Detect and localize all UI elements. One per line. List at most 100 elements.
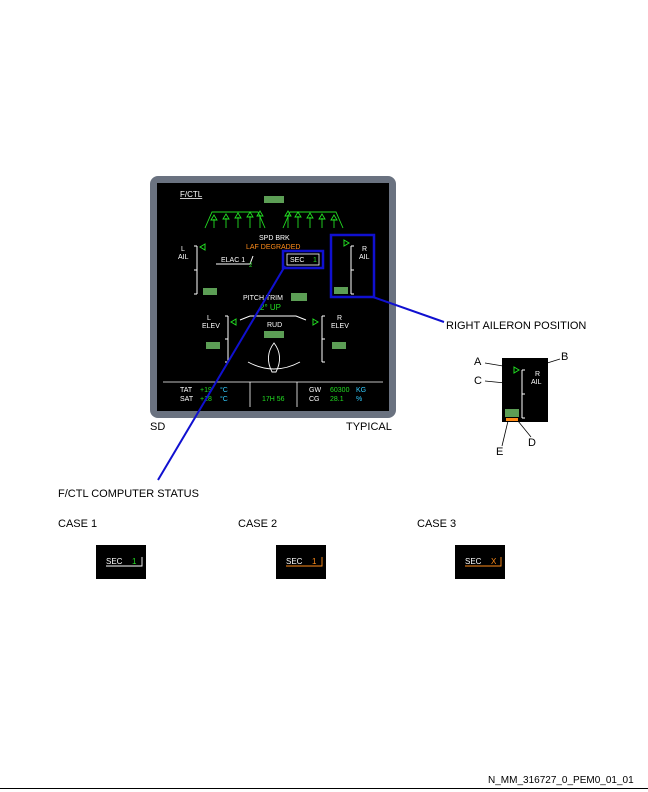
r-elevator-scale xyxy=(321,315,325,363)
tat-label: TAT xyxy=(180,387,193,394)
info-strip-dividers xyxy=(163,381,383,407)
l-elev-label-line1: L xyxy=(207,315,211,322)
r-elev-label-line1: R xyxy=(337,315,342,322)
r-elevator-hyd-box xyxy=(332,342,346,349)
case1-sec-label: SEC xyxy=(106,557,123,566)
spd-brk-label: SPD BRK xyxy=(259,235,290,242)
r-ail-label-line1: R xyxy=(362,246,367,253)
elac-box xyxy=(216,255,254,265)
spoiler-arrow xyxy=(294,211,302,228)
computer-status-leader xyxy=(157,265,286,481)
spoiler-arrow xyxy=(246,211,254,228)
sec-status-box xyxy=(286,253,320,266)
right-aileron-position-label: RIGHT AILERON POSITION xyxy=(446,320,587,332)
spoiler-arrow xyxy=(284,210,292,228)
sd-label: SD xyxy=(150,421,166,433)
case2-sec-label: SEC xyxy=(286,557,303,566)
r-elev-label-line2: ELEV xyxy=(331,323,349,330)
typical-label: TYPICAL xyxy=(346,421,392,433)
gw-value: 60300 xyxy=(330,387,350,394)
callout-a: A xyxy=(474,356,482,368)
sec-value: 1 xyxy=(313,257,317,264)
case1-sec-value: 1 xyxy=(132,557,137,566)
rudder-bracket xyxy=(239,315,307,321)
case1-background xyxy=(96,545,146,579)
detail-hyd-underline xyxy=(506,418,518,421)
l-ail-label-line1: L xyxy=(181,246,185,253)
l-aileron-scale xyxy=(194,245,198,295)
case2-background xyxy=(276,545,326,579)
spoiler-arrow xyxy=(306,212,314,228)
spoiler-arrow xyxy=(222,213,230,228)
laf-degraded-alert: LAF DEGRADED xyxy=(246,244,300,251)
leader-d xyxy=(517,420,532,438)
computer-status-label: F/CTL COMPUTER STATUS xyxy=(58,488,199,500)
cg-value: 28.1 xyxy=(330,396,344,403)
case3-background xyxy=(455,545,505,579)
sat-unit: °C xyxy=(220,395,228,403)
right-aileron-highlight-box xyxy=(329,233,376,299)
detail-r-ail-line2: AIL xyxy=(531,379,542,386)
callout-e: E xyxy=(496,446,504,458)
r-aileron-hyd-box xyxy=(334,287,348,294)
tat-unit: °C xyxy=(220,386,228,394)
spoiler-arrow xyxy=(234,212,242,228)
case3-label: CASE 3 xyxy=(417,518,457,530)
left-spoilers xyxy=(204,210,266,229)
pitch-trim-hyd-box xyxy=(291,293,307,301)
r-elevator-pointer xyxy=(312,318,319,326)
l-elevator-pointer xyxy=(230,318,237,326)
l-aileron-pointer xyxy=(199,243,206,251)
detail-aileron-pointer xyxy=(513,366,520,374)
r-aileron-scale xyxy=(350,245,354,295)
rud-label: RUD xyxy=(267,322,282,329)
leader-e xyxy=(501,420,509,447)
right-aileron-leader xyxy=(372,296,445,323)
rudder-symbol xyxy=(268,342,280,373)
l-ail-label-line2: AIL xyxy=(178,254,189,261)
spoiler-arrow xyxy=(256,210,264,228)
case3-sec-status: SEC X xyxy=(455,545,505,579)
spoiler-arrow xyxy=(210,214,218,228)
case2-sec-value: 1 xyxy=(312,557,317,566)
callout-c: C xyxy=(474,375,482,387)
footer-rule xyxy=(0,788,648,789)
callout-d: D xyxy=(528,437,536,449)
sd-flight-control-page: F/CTL SPD BRK LAF DEGRADED L AIL ELAC 1 … xyxy=(150,176,396,418)
rudder-travel-arc xyxy=(247,361,301,370)
gw-label: GW xyxy=(309,387,321,394)
cg-unit: % xyxy=(356,396,362,403)
sec-label: SEC xyxy=(290,257,304,264)
tat-value: +19 xyxy=(200,387,212,394)
l-aileron-hyd-box xyxy=(203,288,217,295)
case2-sec-status: SEC 1 xyxy=(276,545,326,579)
page-title: F/CTL xyxy=(180,190,203,199)
detail-hyd-box xyxy=(505,409,519,417)
hydraulic-indicator-top xyxy=(264,196,284,203)
cg-label: CG xyxy=(309,396,320,403)
rudder-hyd-box xyxy=(264,331,284,338)
reference-code: N_MM_316727_0_PEM0_01_01 xyxy=(488,775,634,786)
case3-sec-label: SEC xyxy=(465,557,482,566)
case3-status-box xyxy=(465,557,502,567)
callout-b: B xyxy=(561,351,569,363)
r-ail-label-line2: AIL xyxy=(359,254,370,261)
elac-value: 2 xyxy=(249,263,253,269)
sec-highlight-box xyxy=(281,249,325,270)
time-value: 17H 56 xyxy=(262,396,285,403)
l-elevator-hyd-box xyxy=(206,342,220,349)
spoiler-arrow xyxy=(330,214,338,228)
case2-status-box xyxy=(286,557,323,567)
pitch-trim-label: PITCH TRIM xyxy=(243,295,283,302)
case1-status-box xyxy=(106,557,143,567)
case3-sec-value: X xyxy=(491,557,497,566)
spoiler-arrow xyxy=(318,213,326,228)
l-elev-label-line2: ELEV xyxy=(202,323,220,330)
right-spoilers xyxy=(282,210,344,229)
pitch-trim-value: 2° UP xyxy=(260,303,281,312)
elac-label: ELAC 1 xyxy=(221,257,245,264)
gw-unit: KG xyxy=(356,387,366,394)
case1-label: CASE 1 xyxy=(58,518,98,530)
r-aileron-pointer xyxy=(343,239,350,247)
case2-label: CASE 2 xyxy=(238,518,278,530)
